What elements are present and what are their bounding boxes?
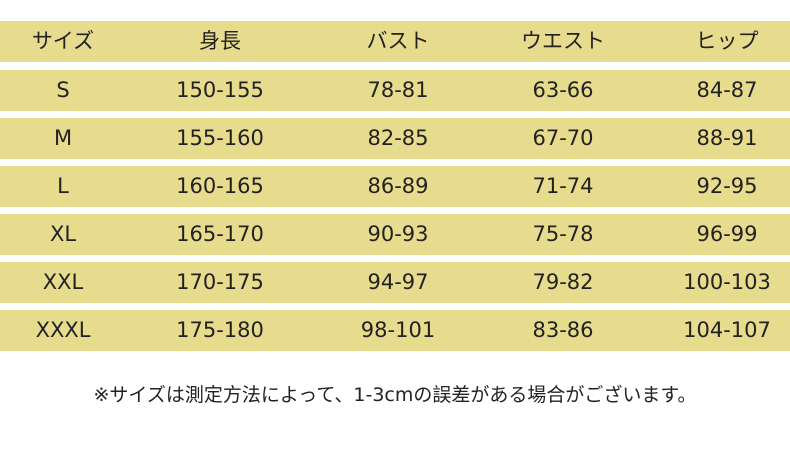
table-row: XXL 170-175 94-97 79-82 100-103: [0, 262, 790, 303]
table-row-cell: L: [57, 174, 69, 198]
header-row-cell: ウエスト: [521, 29, 605, 53]
table-row-cell: 104-107: [683, 318, 771, 342]
table-row: XL 165-170 90-93 75-78 96-99: [0, 214, 790, 255]
table-row: XXXL 175-180 98-101 83-86 104-107: [0, 310, 790, 351]
table-row-cell: 98-101: [360, 318, 436, 342]
table-row-cell: S: [56, 78, 70, 102]
table-row-cell: 67-70: [532, 126, 594, 150]
table-row-cell: 100-103: [683, 270, 771, 294]
table-row-cell: 155-160: [176, 126, 264, 150]
table-row-cell: 71-74: [532, 174, 594, 198]
table-row-cell: M: [53, 126, 73, 150]
table-row-cell: 165-170: [176, 222, 264, 246]
table-row-cell: 88-91: [696, 126, 758, 150]
table-row-cell: 160-165: [176, 174, 264, 198]
table-row: M 155-160 82-85 67-70 88-91: [0, 118, 790, 159]
table-row: L 160-165 86-89 71-74 92-95: [0, 166, 790, 207]
table-row-cell: 75-78: [532, 222, 594, 246]
header-row: サイズ 身長 バスト ウエスト ヒップ: [0, 21, 790, 62]
table-row-cell: 170-175: [176, 270, 264, 294]
table-row-cell: 94-97: [367, 270, 429, 294]
table-row-cell: 175-180: [176, 318, 264, 342]
table-row-cell: XXXL: [35, 318, 91, 342]
table-row-cell: 82-85: [367, 126, 429, 150]
table-row-cell: 79-82: [532, 270, 594, 294]
table-row-cell: 92-95: [696, 174, 758, 198]
header-row-cell: サイズ: [31, 29, 95, 53]
table-row-cell: 63-66: [532, 78, 594, 102]
header-row-cell: ヒップ: [695, 29, 759, 53]
table-row-cell: 90-93: [367, 222, 429, 246]
header-row-cell: 身長: [199, 29, 241, 53]
table-row-cell: 96-99: [696, 222, 758, 246]
header-row-cell: バスト: [366, 29, 430, 53]
note: ※サイズは測定方法によって、1-3cmの誤差がある場合がございます。: [93, 384, 697, 406]
table-row-cell: 86-89: [367, 174, 429, 198]
table-row: S 150-155 78-81 63-66 84-87: [0, 70, 790, 111]
table-row-cell: 84-87: [696, 78, 758, 102]
table-row-cell: 78-81: [367, 78, 429, 102]
table-row-cell: XL: [49, 222, 77, 246]
table-row-cell: 83-86: [532, 318, 594, 342]
table-row-cell: XXL: [42, 270, 84, 294]
table-row-cell: 150-155: [176, 78, 264, 102]
